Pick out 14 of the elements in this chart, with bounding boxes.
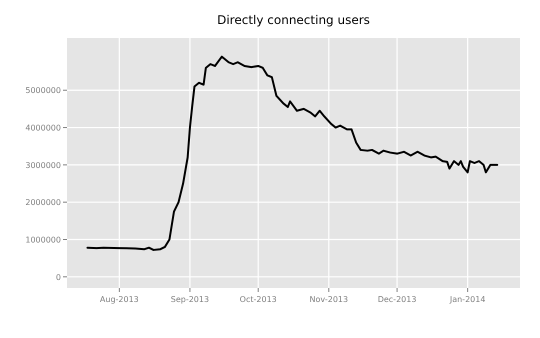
- x-tick-label: Aug-2013: [100, 295, 139, 304]
- chart-title: Directly connecting users: [217, 13, 370, 27]
- line-series: [86, 56, 498, 251]
- x-tick-label: Sep-2013: [170, 295, 210, 304]
- x-tick-label: Nov-2013: [309, 295, 348, 304]
- x-tick-label: Oct-2013: [240, 295, 277, 304]
- y-tick-label: 0: [56, 272, 61, 282]
- y-tick-label: 2000000: [25, 198, 61, 208]
- y-tick-label: 1000000: [25, 235, 61, 244]
- x-tick-label: Dec-2013: [378, 295, 416, 304]
- y-tick-label: 3000000: [25, 160, 61, 170]
- y-tick-label: 5000000: [25, 86, 61, 96]
- y-tick-label: 4000000: [25, 124, 61, 133]
- x-tick-label: Jan-2014: [448, 295, 486, 304]
